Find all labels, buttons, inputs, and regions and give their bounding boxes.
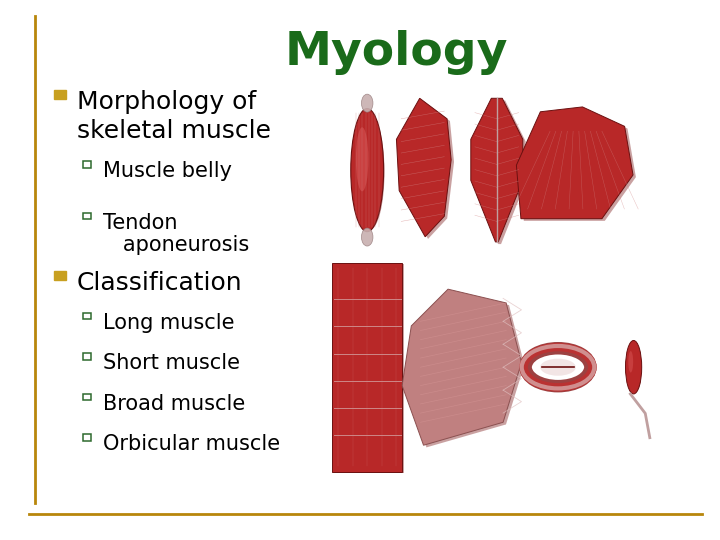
Text: Short muscle: Short muscle xyxy=(103,353,240,373)
Text: Tendon
   aponeurosis: Tendon aponeurosis xyxy=(103,213,249,255)
Bar xyxy=(83,434,91,441)
Text: Muscle belly: Muscle belly xyxy=(103,161,232,181)
Ellipse shape xyxy=(356,127,369,191)
Bar xyxy=(83,213,91,219)
Bar xyxy=(83,313,91,319)
Text: Classification: Classification xyxy=(77,271,243,295)
Polygon shape xyxy=(516,107,633,219)
Text: Long muscle: Long muscle xyxy=(103,313,235,333)
Ellipse shape xyxy=(540,359,576,376)
Bar xyxy=(83,161,91,168)
Polygon shape xyxy=(400,100,454,239)
Polygon shape xyxy=(471,98,523,242)
Bar xyxy=(83,353,91,360)
Ellipse shape xyxy=(629,351,633,373)
Text: Morphology of
skeletal muscle: Morphology of skeletal muscle xyxy=(77,90,271,143)
Ellipse shape xyxy=(626,341,642,394)
Ellipse shape xyxy=(628,344,642,393)
Bar xyxy=(54,90,66,99)
Ellipse shape xyxy=(356,115,384,230)
Text: Broad muscle: Broad muscle xyxy=(103,394,246,414)
Polygon shape xyxy=(333,262,402,472)
Polygon shape xyxy=(397,98,451,237)
Polygon shape xyxy=(519,109,636,221)
Ellipse shape xyxy=(361,94,373,112)
Bar xyxy=(83,394,91,400)
Polygon shape xyxy=(405,292,524,447)
Text: Myology: Myology xyxy=(284,30,508,75)
Ellipse shape xyxy=(351,109,384,232)
Ellipse shape xyxy=(361,228,373,246)
Bar xyxy=(54,271,66,280)
Polygon shape xyxy=(402,289,521,445)
Text: Orbicular muscle: Orbicular muscle xyxy=(103,434,280,454)
Polygon shape xyxy=(474,100,526,244)
Polygon shape xyxy=(335,264,404,474)
